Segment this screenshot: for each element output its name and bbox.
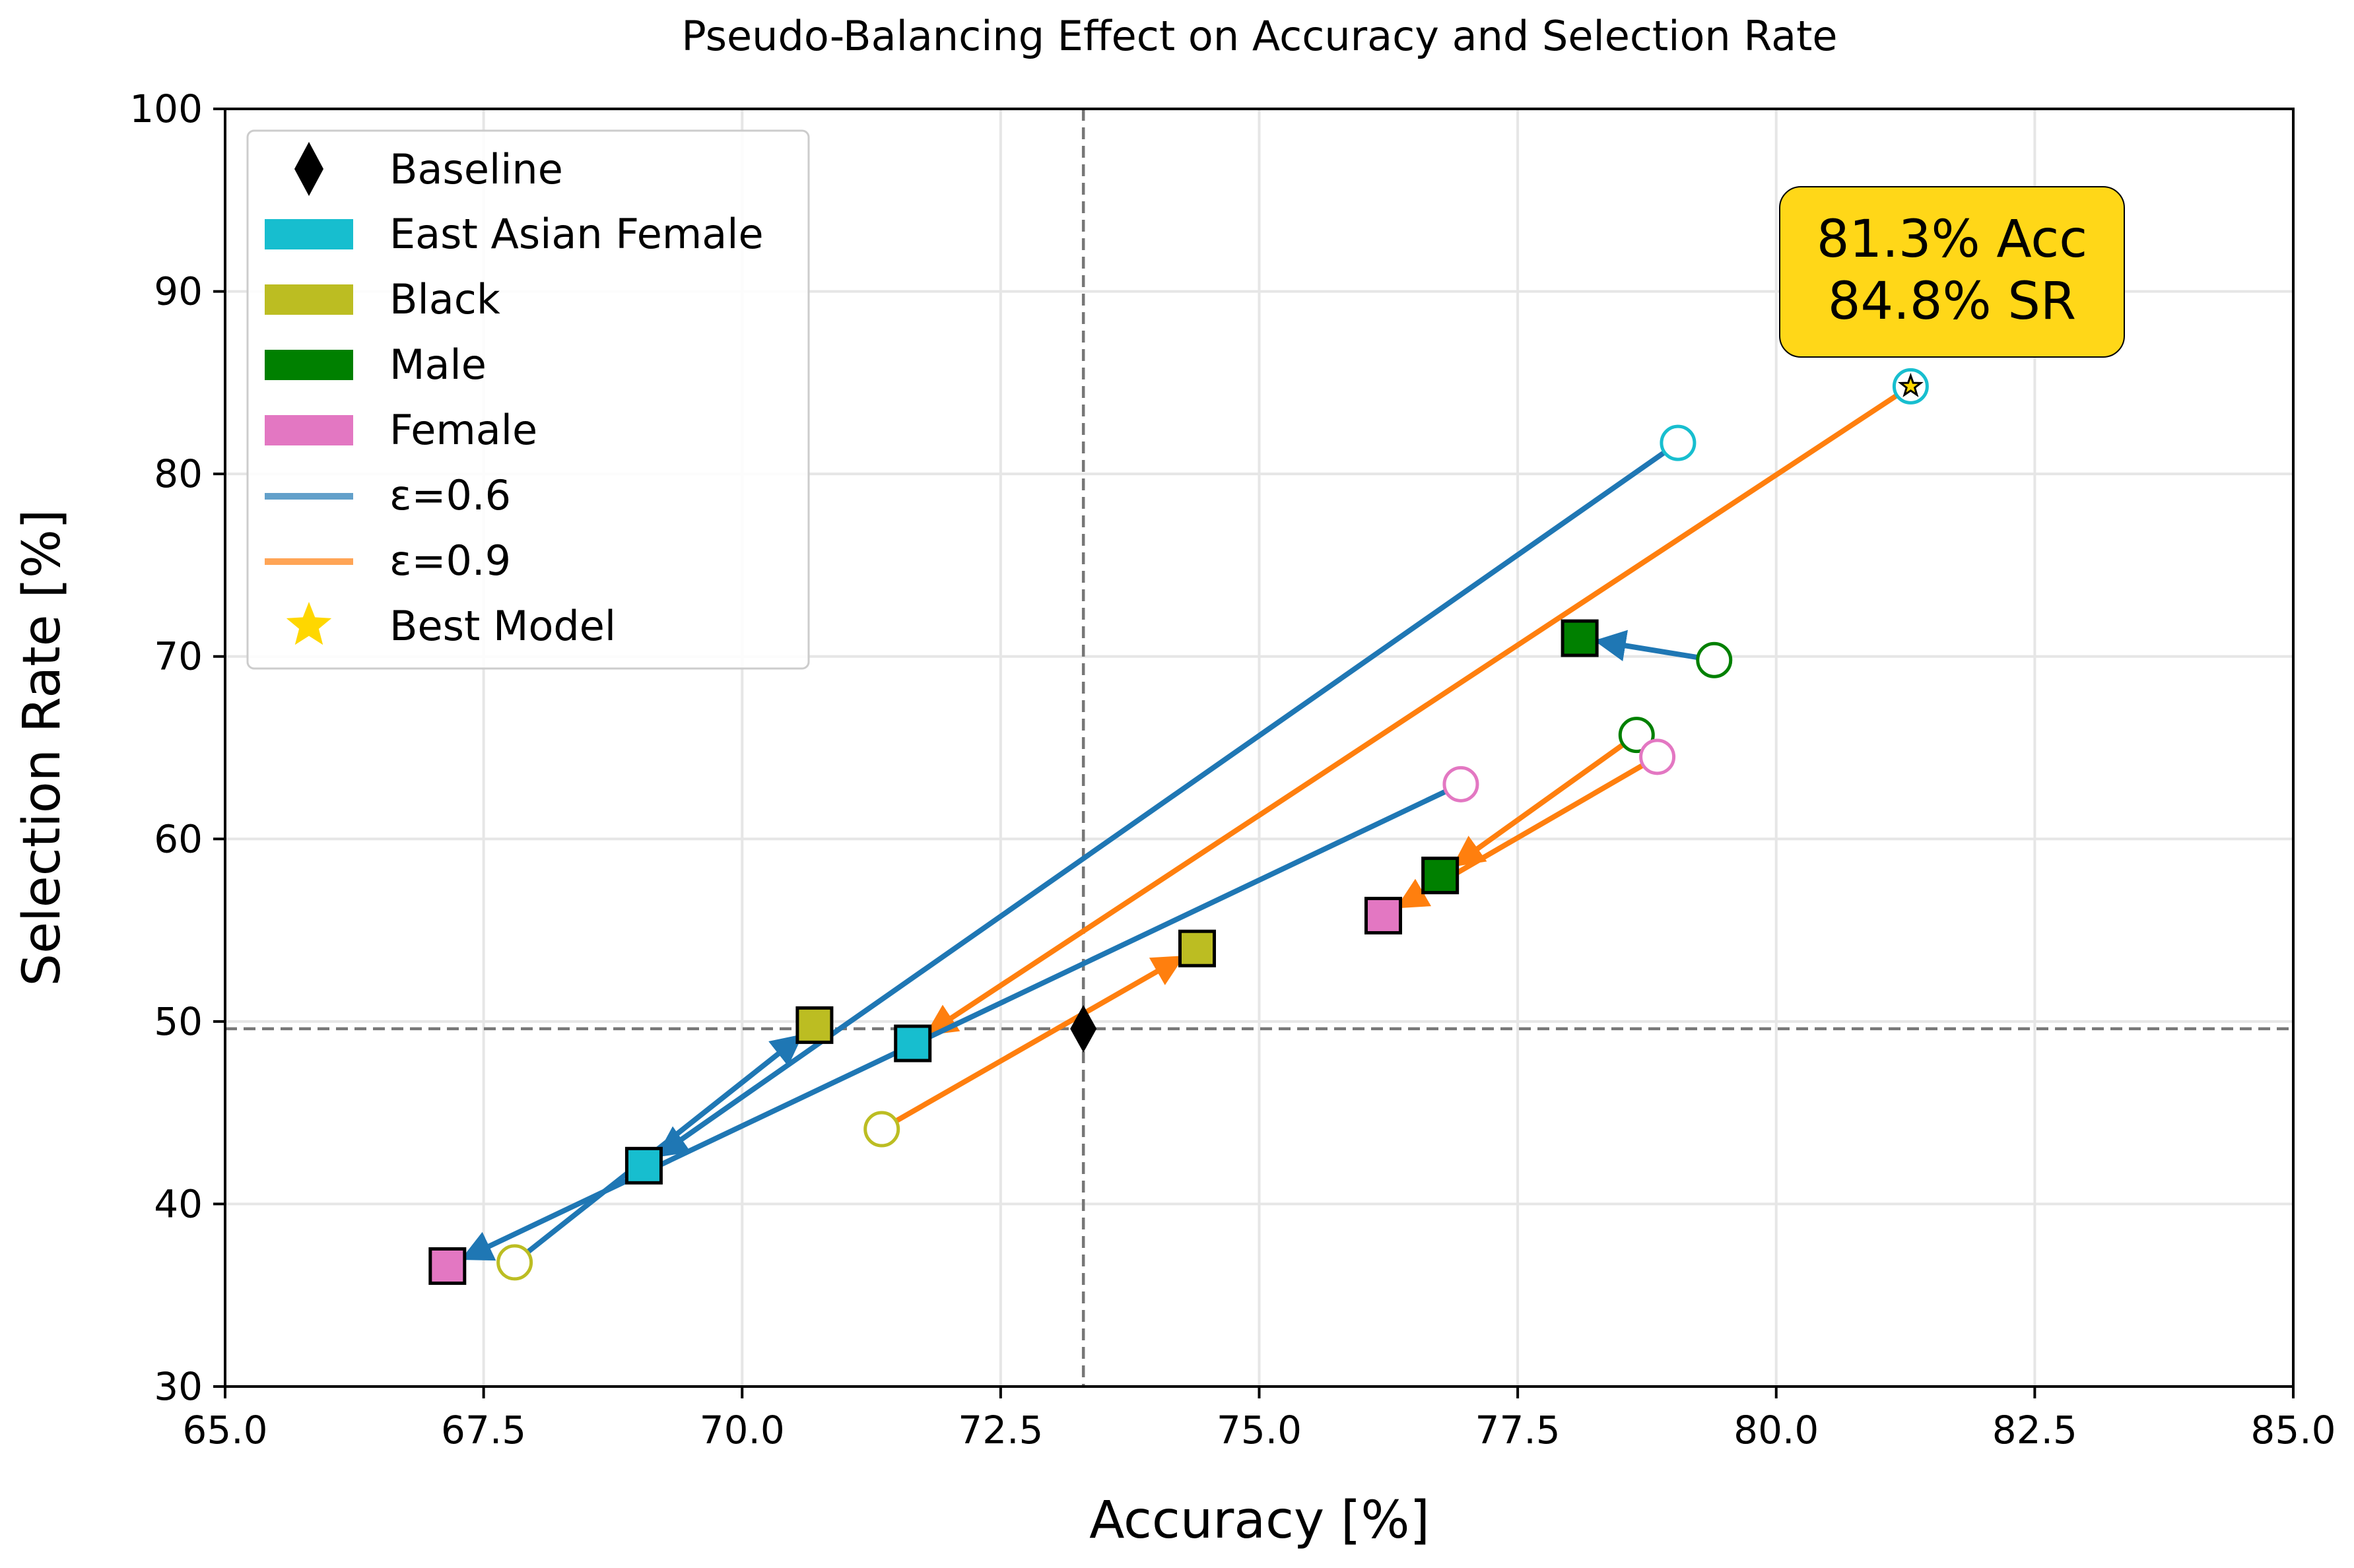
chart-title: Pseudo-Balancing Effect on Accuracy and …	[681, 12, 1837, 60]
x-tick-label: 75.0	[1217, 1408, 1302, 1453]
legend-male-swatch	[265, 350, 353, 380]
x-tick-label: 82.5	[1992, 1408, 2077, 1453]
y-axis-label: Selection Rate [%]	[13, 509, 72, 987]
legend-best-model-label: Best Model	[389, 602, 616, 650]
start-point-male-eps0-6	[1696, 641, 1733, 678]
end-point-female-eps0-6	[428, 1247, 467, 1285]
y-tick-label: 100	[129, 86, 203, 131]
baseline-marker	[1070, 1004, 1097, 1053]
x-axis-label: Accuracy [%]	[1089, 1491, 1430, 1550]
legend-eps06-label: ε=0.6	[389, 471, 511, 519]
data-layer	[428, 368, 1929, 1285]
end-point-black-eps0-6	[795, 1006, 834, 1044]
end-point-east-asian-female-eps0-6	[624, 1146, 663, 1185]
callout-box	[1779, 186, 2125, 358]
y-axis-ticks: 30 40 50 60 70 80 90 100	[129, 86, 225, 1409]
end-point-female-eps0-9	[1364, 896, 1402, 934]
legend-eps09-label: ε=0.9	[389, 537, 511, 585]
end-point-black-eps0-9	[1178, 929, 1217, 967]
start-point-female-eps0-9	[1639, 738, 1676, 775]
start-point-black-eps0-9	[863, 1111, 900, 1148]
callout-accuracy: 81.3% Acc	[1817, 210, 2087, 269]
legend-female-swatch	[265, 415, 353, 445]
legend-black-swatch	[265, 284, 353, 315]
legend-baseline-marker	[294, 142, 323, 196]
legend-female-label: Female	[389, 406, 537, 454]
start-point-female-eps0-6	[1442, 766, 1479, 802]
arrow-east-asian-female-eps0-9	[925, 393, 1899, 1035]
x-tick-label: 85.0	[2250, 1408, 2336, 1453]
y-tick-label: 90	[154, 269, 203, 314]
x-tick-label: 70.0	[700, 1408, 785, 1453]
start-point-east-asian-female-eps0-6	[1660, 424, 1697, 461]
end-point-male-eps0-9	[1421, 857, 1460, 895]
y-tick-label: 50	[154, 999, 203, 1044]
end-point-male-eps0-6	[1561, 619, 1599, 657]
x-tick-label: 72.5	[958, 1408, 1043, 1453]
reference-lines	[225, 109, 2293, 1387]
legend-frame	[246, 129, 810, 670]
arrow-black-eps0-9	[894, 956, 1185, 1124]
x-tick-label: 80.0	[1733, 1408, 1819, 1453]
arrow-black-eps0-6	[525, 1034, 803, 1255]
arrow-male-eps0-9	[1452, 742, 1626, 867]
start-point-male-eps0-9	[1618, 717, 1655, 754]
x-axis-ticks: 65.0 67.5 70.0 72.5 75.0 77.5 80.0 82.5 85.0	[182, 1387, 2336, 1453]
x-tick-label: 77.5	[1475, 1408, 1561, 1453]
best-model-star-icon	[1897, 372, 1924, 397]
arrow-male-eps0-6	[1594, 630, 1700, 662]
arrow-female-eps0-6	[460, 789, 1448, 1261]
y-tick-label: 70	[154, 634, 203, 679]
best-model-callout: 81.3% Acc 84.8% SR	[1779, 186, 2125, 358]
y-tick-label: 60	[154, 816, 203, 861]
x-tick-label: 65.0	[182, 1408, 267, 1453]
legend-best-model-star-icon	[286, 602, 332, 645]
legend-east-asian-female-label: East Asian Female	[389, 210, 764, 258]
legend-baseline-label: Baseline	[389, 145, 563, 193]
start-point-black-eps0-6	[496, 1244, 533, 1281]
x-tick-label: 67.5	[441, 1408, 526, 1453]
y-tick-label: 30	[154, 1364, 203, 1409]
legend-black-label: Black	[389, 275, 500, 323]
arrow-east-asian-female-eps0-6	[656, 450, 1667, 1158]
legend: Baseline East Asian Female Black Male Fe…	[246, 129, 810, 670]
end-point-east-asian-female-eps0-9	[894, 1024, 932, 1062]
callout-selection-rate: 84.8% SR	[1828, 272, 2076, 331]
legend-male-label: Male	[389, 341, 487, 389]
y-tick-label: 80	[154, 451, 203, 496]
legend-east-asian-female-swatch	[265, 219, 353, 249]
y-tick-label: 40	[154, 1181, 203, 1226]
